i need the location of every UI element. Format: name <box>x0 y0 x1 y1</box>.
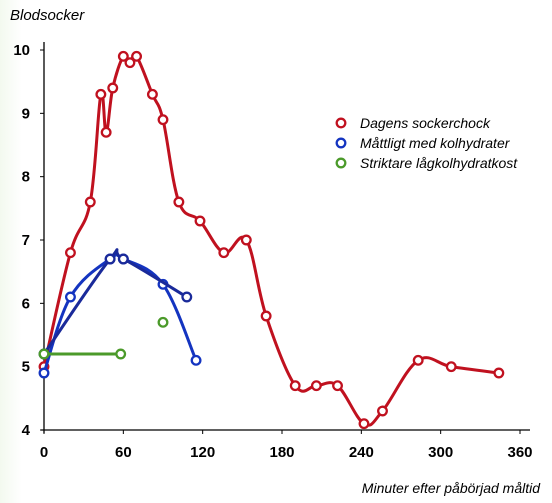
data-point <box>190 354 202 366</box>
x-tick-label: 180 <box>269 444 294 461</box>
data-point <box>117 50 129 62</box>
legend-label: Måttligt med kolhydrater <box>360 135 511 151</box>
data-point <box>412 354 424 366</box>
tick-labels: 0 60 120 180 240 300 360 4 5 6 7 8 9 10 <box>13 42 532 461</box>
data-point <box>64 247 76 259</box>
series-line <box>42 248 189 356</box>
data-point <box>173 196 185 208</box>
data-point <box>332 380 343 392</box>
data-point <box>115 348 127 360</box>
y-tick-label: 4 <box>22 422 31 439</box>
axes <box>41 42 530 433</box>
y-tick-label: 9 <box>22 105 30 122</box>
data-point <box>124 57 136 69</box>
series-3 <box>38 348 127 360</box>
data-point <box>260 310 272 322</box>
data-point <box>445 361 457 373</box>
series-layer <box>38 50 505 430</box>
data-point <box>157 316 169 328</box>
y-tick-label: 8 <box>22 169 30 186</box>
data-point <box>310 380 322 392</box>
data-point <box>157 114 169 126</box>
x-tick-label: 240 <box>349 444 374 461</box>
data-point <box>218 247 230 259</box>
data-point <box>117 253 129 265</box>
y-tick-label: 10 <box>13 42 30 59</box>
x-tick-label: 0 <box>40 444 48 461</box>
series-line <box>42 53 501 427</box>
legend-marker <box>335 137 347 149</box>
legend-marker <box>335 157 347 169</box>
data-point <box>289 380 301 392</box>
data-point <box>131 50 143 62</box>
y-axis-label: Blodsocker <box>10 7 85 24</box>
legend-label: Striktare lågkolhydratkost <box>360 155 518 171</box>
y-tick-label: 6 <box>22 295 30 312</box>
data-point <box>38 348 50 360</box>
series-4 <box>157 316 169 328</box>
data-point <box>377 405 388 417</box>
data-point <box>181 291 193 303</box>
data-point <box>100 126 112 138</box>
legend: Dagens sockerchock Måttligt med kolhydrat… <box>335 115 518 171</box>
data-point <box>240 234 252 246</box>
data-point <box>104 253 116 265</box>
data-point <box>95 88 107 100</box>
data-point <box>64 291 76 303</box>
x-tick-label: 360 <box>507 444 532 461</box>
y-tick-label: 5 <box>22 359 30 376</box>
data-point <box>38 367 50 379</box>
series-2 <box>38 248 193 360</box>
data-point <box>146 88 158 100</box>
data-point <box>107 82 119 94</box>
x-axis-label: Minuter efter påbörjad måltid <box>362 480 541 496</box>
data-point <box>194 215 206 227</box>
series-0 <box>38 50 505 430</box>
x-tick-label: 60 <box>115 444 132 461</box>
legend-label: Dagens sockerchock <box>360 115 491 131</box>
x-tick-label: 120 <box>190 444 215 461</box>
data-point <box>493 367 505 379</box>
legend-marker <box>335 117 347 129</box>
y-tick-label: 7 <box>22 232 30 249</box>
x-tick-label: 300 <box>428 444 453 461</box>
data-point <box>358 418 370 430</box>
data-point <box>84 196 96 208</box>
